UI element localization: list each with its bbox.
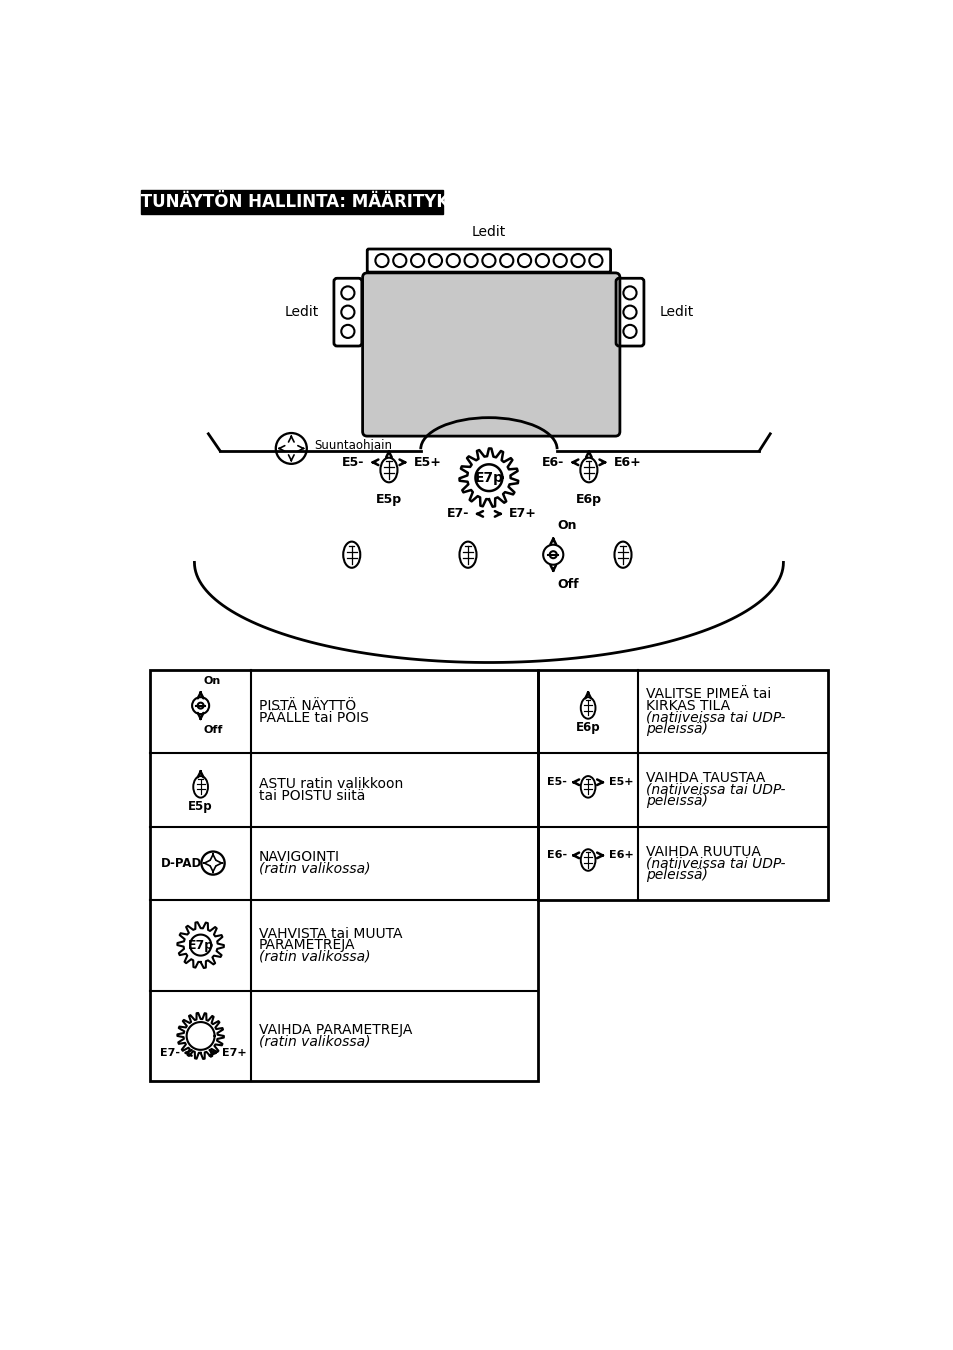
Text: (natiiveissa tai UDP-: (natiiveissa tai UDP-	[645, 710, 785, 725]
Text: E6+: E6+	[613, 456, 640, 468]
Text: peleissä): peleissä)	[645, 795, 707, 809]
Bar	[141, 190, 443, 213]
Text: E7+: E7+	[509, 508, 537, 520]
Text: VAIHDA RUUTUA: VAIHDA RUUTUA	[645, 845, 760, 859]
Text: KIRKAS TILA: KIRKAS TILA	[645, 699, 730, 713]
Text: Suuntaohjain: Suuntaohjain	[314, 439, 392, 452]
Text: E7p: E7p	[474, 471, 503, 485]
Text: VAHVISTA tai MUUTA: VAHVISTA tai MUUTA	[258, 926, 402, 941]
Text: E7+: E7+	[221, 1048, 246, 1058]
Text: On: On	[557, 518, 576, 532]
Text: VALITSE PIMEÄ tai: VALITSE PIMEÄ tai	[645, 687, 771, 702]
Text: E7-: E7-	[446, 508, 468, 520]
Text: PÄÄLLE tai POIS: PÄÄLLE tai POIS	[258, 710, 368, 725]
Text: PARAMETREJA: PARAMETREJA	[258, 938, 355, 952]
Text: E7-: E7-	[159, 1048, 179, 1058]
Text: E6-: E6-	[546, 850, 567, 860]
Text: (ratin valikossa): (ratin valikossa)	[258, 861, 370, 876]
Text: Ledit: Ledit	[472, 225, 505, 239]
Text: E6p: E6p	[576, 493, 601, 506]
Text: peleissä): peleissä)	[645, 722, 707, 736]
Text: PISTÄ NÄYTTÖ: PISTÄ NÄYTTÖ	[258, 699, 355, 713]
Text: E7p: E7p	[188, 938, 213, 952]
Text: ASTU ratin valikkoon: ASTU ratin valikkoon	[258, 778, 402, 791]
Text: E5-: E5-	[547, 778, 567, 787]
Text: D-PAD: D-PAD	[161, 857, 202, 869]
FancyBboxPatch shape	[362, 273, 619, 436]
Text: E5p: E5p	[375, 493, 401, 506]
Text: peleissä): peleissä)	[645, 868, 707, 882]
Text: (ratin valikossa): (ratin valikossa)	[258, 1034, 370, 1049]
Text: (ratin valikossa): (ratin valikossa)	[258, 949, 370, 964]
Bar	[537, 670, 827, 899]
Text: (natiiveissa tai UDP-: (natiiveissa tai UDP-	[645, 856, 785, 871]
Text: tai POISTU siitä: tai POISTU siitä	[258, 788, 365, 803]
Text: RUUTUNÄYTÖN HALLINTA: MÄÄRITYKSET: RUUTUNÄYTÖN HALLINTA: MÄÄRITYKSET	[100, 193, 483, 211]
Text: E5-: E5-	[341, 456, 364, 468]
Text: E5+: E5+	[608, 778, 633, 787]
Text: On: On	[204, 675, 221, 686]
Text: E6p: E6p	[576, 721, 599, 733]
Bar	[150, 670, 537, 1081]
Text: E6+: E6+	[608, 850, 633, 860]
Text: Ledit: Ledit	[284, 305, 318, 319]
Text: Off: Off	[204, 725, 223, 734]
Text: Ledit: Ledit	[659, 305, 693, 319]
Text: E5+: E5+	[414, 456, 441, 468]
Text: Off: Off	[557, 578, 578, 591]
Text: NAVIGOINTI: NAVIGOINTI	[258, 850, 339, 864]
Text: E6-: E6-	[541, 456, 563, 468]
Text: VAIHDA PARAMETREJA: VAIHDA PARAMETREJA	[258, 1023, 412, 1037]
Text: E5p: E5p	[188, 801, 213, 813]
Text: VAIHDA TAUSTAA: VAIHDA TAUSTAA	[645, 771, 765, 786]
Text: (natiiveissa tai UDP-: (natiiveissa tai UDP-	[645, 783, 785, 796]
